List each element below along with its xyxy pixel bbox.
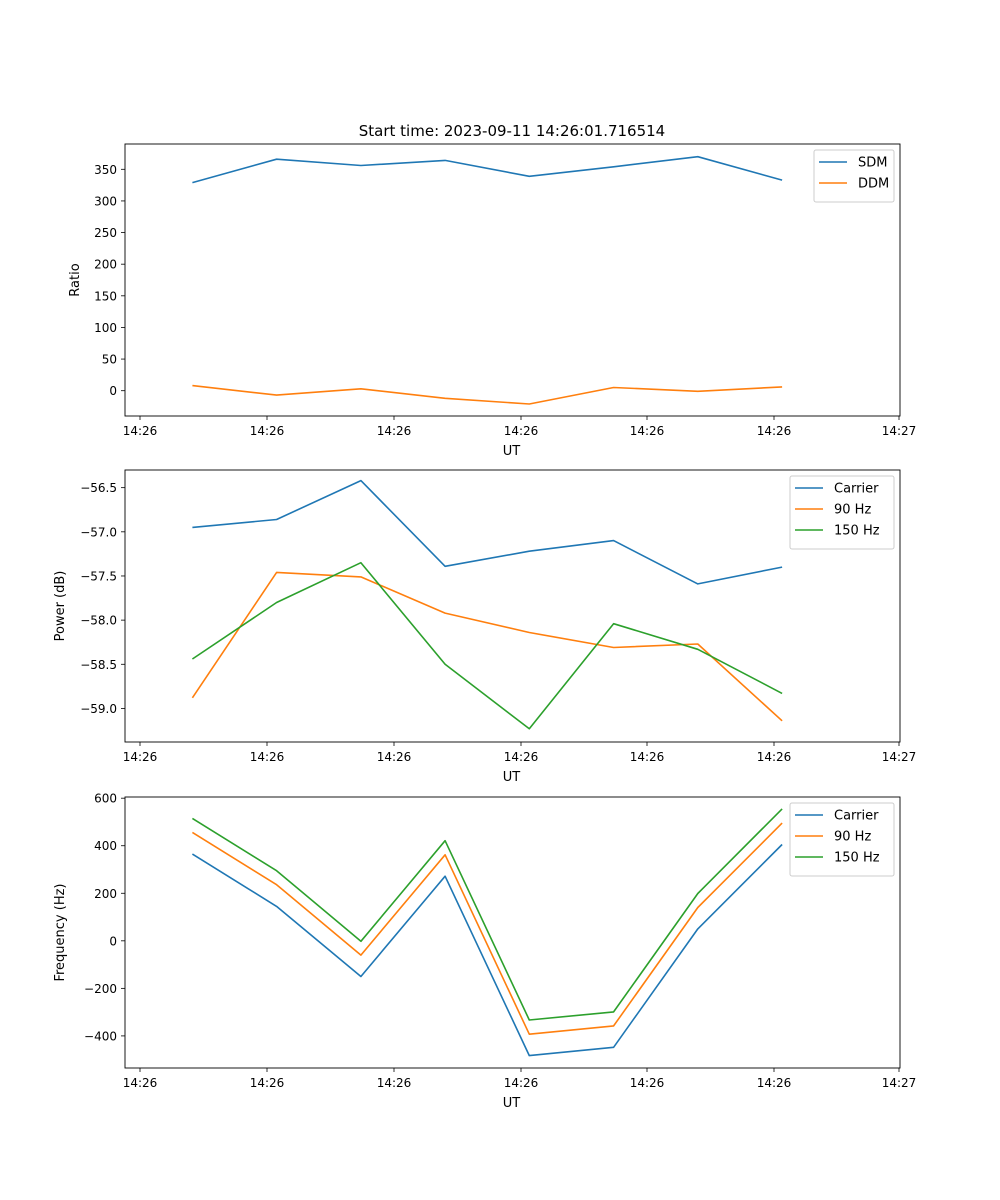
frequency-series-carrier-line (191, 843, 783, 1057)
frequency-y-axis-label: Frequency (Hz) (53, 883, 68, 981)
ratio-x-tick-label: 14:26 (123, 424, 158, 438)
frequency-y-tick-label: 0 (109, 934, 117, 948)
frequency-x-axis-label: UT (503, 1096, 521, 1111)
power-series-150-hz-line (191, 561, 783, 730)
ratio-y-tick-label: 0 (109, 384, 117, 398)
power-axes-frame (124, 469, 901, 743)
power-x-tick-label: 14:26 (250, 750, 285, 764)
ratio-panel: 14:26 14:26 14:26 14:26 14:26 14:26 14:27 UT 0 50… (68, 143, 917, 459)
power-y-tick-label: −56.5 (80, 481, 117, 495)
frequency-x-tick-label: 14:27 (882, 1076, 917, 1090)
power-x-tick-label: 14:26 (504, 750, 539, 764)
frequency-panel: 14:26 14:26 14:26 14:26 14:26 14:26 14:27 UT −40… (53, 792, 916, 1111)
frequency-legend-label: 90 Hz (834, 830, 871, 845)
power-legend-label: Carrier (834, 482, 879, 497)
frequency-y-tick-label: −400 (84, 1029, 117, 1043)
ratio-y-axis-label: Ratio (68, 263, 83, 296)
power-series-carrier-line (192, 479, 783, 585)
power-x-tick-label: 14:26 (377, 750, 412, 764)
ratio-x-tick-label: 14:26 (757, 424, 792, 438)
frequency-x-tick-label: 14:26 (123, 1076, 158, 1090)
power-x-tick-label: 14:26 (123, 750, 158, 764)
ratio-axes-frame (124, 143, 901, 417)
ratio-x-tick-label: 14:26 (250, 424, 285, 438)
ratio-x-axis-label: UT (503, 444, 521, 459)
frequency-series-150-hz-line (191, 808, 783, 1021)
frequency-legend-label: 150 Hz (834, 851, 880, 866)
power-y-tick-label: −57.0 (80, 525, 117, 539)
power-x-tick-label: 14:26 (630, 750, 665, 764)
frequency-y-tick-label: 600 (94, 792, 117, 806)
ratio-y-tick-label: 50 (102, 353, 117, 367)
power-x-tick-label: 14:27 (882, 750, 917, 764)
frequency-x-tick-label: 14:26 (504, 1076, 539, 1090)
frequency-x-tick-label: 14:26 (630, 1076, 665, 1090)
power-legend-label: 150 Hz (834, 524, 880, 539)
frequency-legend-label: Carrier (834, 809, 879, 824)
frequency-y-tick-label: 400 (94, 839, 117, 853)
power-x-axis-label: UT (503, 770, 521, 785)
ratio-y-tick-label: 250 (94, 226, 117, 240)
ratio-series-sdm-line (192, 155, 783, 184)
frequency-y-tick-label: −200 (84, 982, 117, 996)
ratio-x-tick-label: 14:26 (504, 424, 539, 438)
power-y-tick-label: −57.5 (80, 569, 117, 583)
ratio-legend (813, 149, 895, 203)
power-y-tick-label: −58.5 (80, 658, 117, 672)
ratio-legend-label: SDM (858, 156, 887, 171)
frequency-x-tick-label: 14:26 (377, 1076, 412, 1090)
power-y-tick-label: −59.0 (80, 702, 117, 716)
ratio-y-tick-label: 350 (94, 163, 117, 177)
frequency-axes-frame (124, 796, 901, 1069)
ratio-x-tick-label: 14:27 (882, 424, 917, 438)
ratio-y-tick-label: 300 (94, 194, 117, 208)
figure-title: Start time: 2023-09-11 14:26:01.716514 (359, 122, 665, 140)
ratio-y-tick-label: 100 (94, 321, 117, 335)
frequency-x-tick-label: 14:26 (757, 1076, 792, 1090)
power-legend-label: 90 Hz (834, 503, 871, 518)
power-y-axis-label: Power (dB) (53, 571, 68, 642)
frequency-y-tick-label: 200 (94, 887, 117, 901)
frequency-x-tick-label: 14:26 (250, 1076, 285, 1090)
power-panel: 14:26 14:26 14:26 14:26 14:26 14:26 14:27 UT −59… (53, 469, 917, 785)
ratio-x-tick-label: 14:26 (630, 424, 665, 438)
ratio-y-tick-label: 200 (94, 258, 117, 272)
frequency-series-90-hz-line (191, 822, 783, 1035)
power-x-tick-label: 14:26 (757, 750, 792, 764)
power-series-90-hz-line (191, 571, 783, 722)
ratio-series-ddm-line (192, 384, 783, 405)
power-y-tick-label: −58.0 (80, 614, 117, 628)
ratio-x-tick-label: 14:26 (377, 424, 412, 438)
ratio-y-tick-label: 150 (94, 289, 117, 303)
ratio-legend-label: DDM (858, 177, 889, 192)
